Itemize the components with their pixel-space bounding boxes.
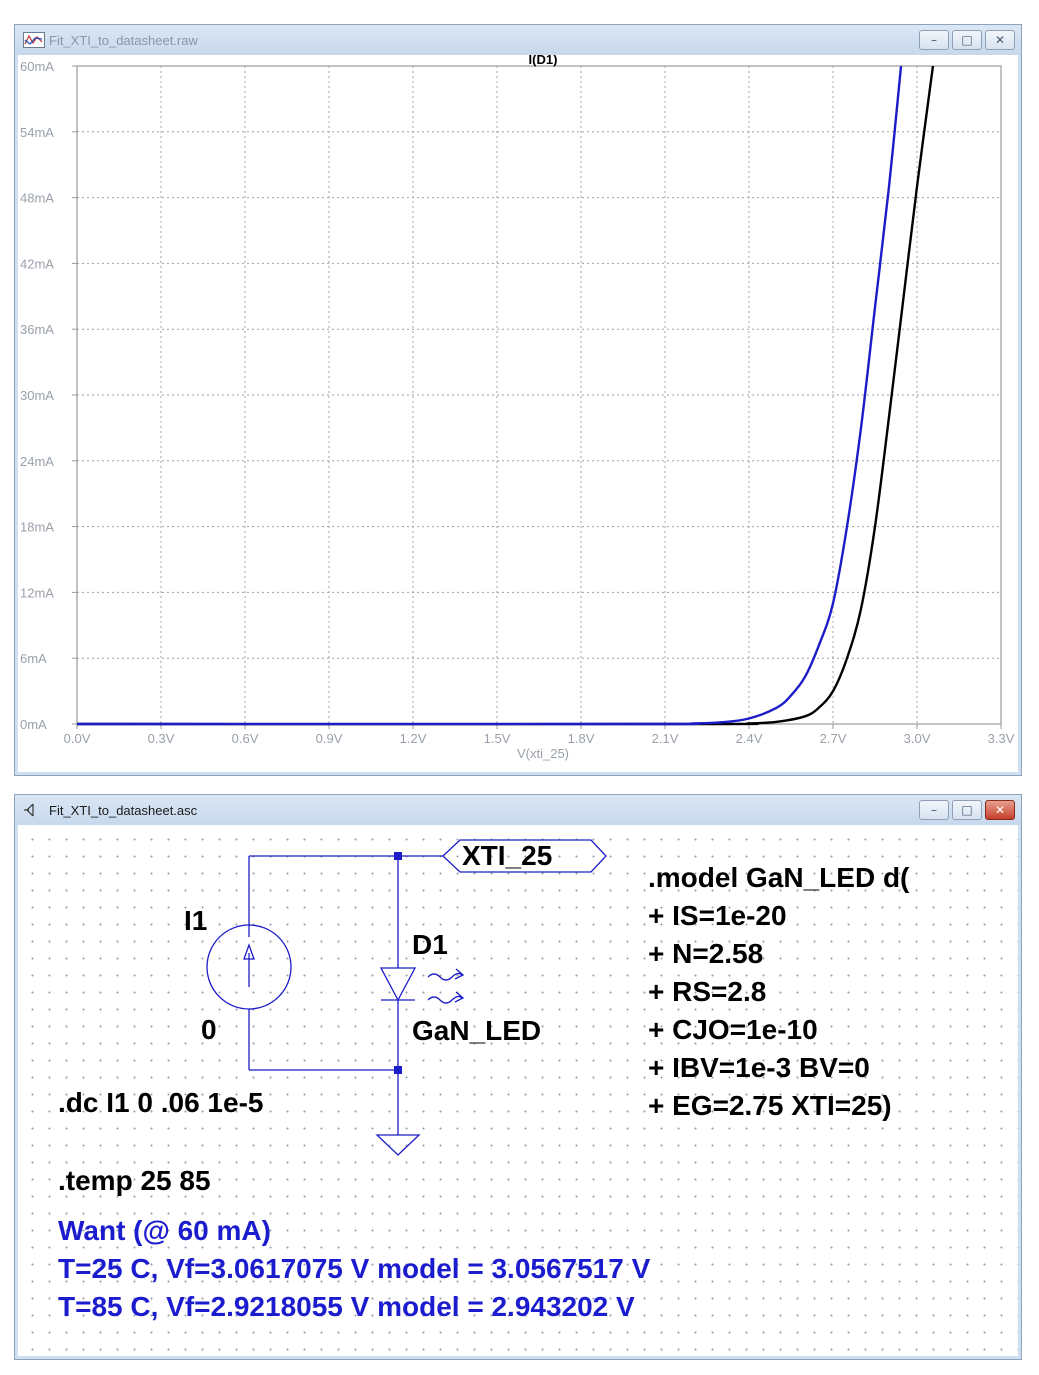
temp-directive[interactable]: .temp 25 85 xyxy=(58,1165,211,1196)
dc-directive[interactable]: .dc I1 0 .06 1e-5 xyxy=(58,1087,264,1118)
x-tick-label: 2.7V xyxy=(820,731,847,746)
net-label-flag xyxy=(442,839,607,873)
maximize-button[interactable]: □ xyxy=(952,800,982,820)
led-arrow-1 xyxy=(427,972,463,981)
schematic-titlebar[interactable]: Fit_XTI_to_datasheet.asc – □ ✕ xyxy=(15,795,1021,825)
want-line: Want (@ 60 mA) xyxy=(58,1215,271,1246)
x-tick-label: 3.0V xyxy=(904,731,931,746)
source-value[interactable]: 0 xyxy=(201,1014,217,1045)
waveform-icon xyxy=(23,32,45,48)
model-line: + IBV=1e-3 BV=0 xyxy=(648,1052,870,1083)
minimize-icon: – xyxy=(931,803,937,817)
schematic-window: Fit_XTI_to_datasheet.asc – □ ✕ xyxy=(14,794,1022,1360)
x-tick-label: 1.5V xyxy=(484,731,511,746)
led-arrow-2 xyxy=(427,995,463,1004)
schematic-canvas[interactable]: XTI_25 I1 0 D1 GaN_LED .dc I1 0 .06 1e-5… xyxy=(18,825,1018,1356)
y-tick-label: 24mA xyxy=(20,454,54,469)
model-line: + CJO=1e-10 xyxy=(648,1014,818,1045)
x-tick-label: 0.0V xyxy=(64,731,91,746)
model-line: .model GaN_LED d( xyxy=(648,862,910,893)
chart-title[interactable]: I(D1) xyxy=(529,55,558,67)
y-tick-label: 6mA xyxy=(20,651,47,666)
diode-symbol xyxy=(379,967,417,1002)
current-arrow-head xyxy=(243,943,255,960)
x-axis-label[interactable]: V(xti_25) xyxy=(517,746,569,761)
maximize-button[interactable]: □ xyxy=(952,30,982,50)
schematic-window-title: Fit_XTI_to_datasheet.asc xyxy=(49,803,198,818)
x-tick-label: 0.6V xyxy=(232,731,259,746)
minimize-button[interactable]: – xyxy=(919,30,949,50)
x-tick-label: 0.3V xyxy=(148,731,175,746)
schematic-drawing[interactable] xyxy=(18,825,1018,1356)
x-tick-label: 2.4V xyxy=(736,731,763,746)
plot-window: Fit_XTI_to_datasheet.raw – □ ✕ 0.0V 0.3V 0… xyxy=(14,24,1022,776)
junction-bottom xyxy=(394,1066,402,1074)
model-line: + EG=2.75 XTI=25) xyxy=(648,1090,892,1121)
close-button[interactable]: ✕ xyxy=(985,800,1015,820)
minimize-button[interactable]: – xyxy=(919,800,949,820)
plot-window-title: Fit_XTI_to_datasheet.raw xyxy=(49,33,198,48)
model-line: + RS=2.8 xyxy=(648,976,767,1007)
close-button[interactable]: ✕ xyxy=(985,30,1015,50)
ground-symbol xyxy=(375,1134,421,1156)
series-line xyxy=(76,65,903,726)
y-tick-label: 48mA xyxy=(20,191,54,206)
maximize-icon: □ xyxy=(961,33,973,47)
y-tick-label: 12mA xyxy=(20,585,54,600)
close-icon: ✕ xyxy=(994,33,1006,47)
net-label-text[interactable]: XTI_25 xyxy=(462,840,553,871)
close-icon: ✕ xyxy=(994,803,1006,817)
maximize-icon: □ xyxy=(961,803,973,817)
x-tick-label: 2.1V xyxy=(652,731,679,746)
want-line: T=25 C, Vf=3.0617075 V model = 3.0567517… xyxy=(58,1253,651,1284)
diode-model[interactable]: GaN_LED xyxy=(412,1015,542,1046)
series-line xyxy=(76,65,935,726)
y-tick-label: 54mA xyxy=(20,125,54,140)
want-line: T=85 C, Vf=2.9218055 V model = 2.943202 … xyxy=(58,1291,635,1322)
x-tick-label: 3.3V xyxy=(988,731,1015,746)
minimize-icon: – xyxy=(931,33,937,47)
x-tick-label: 1.2V xyxy=(400,731,427,746)
diode-name[interactable]: D1 xyxy=(412,929,448,960)
plot-titlebar[interactable]: Fit_XTI_to_datasheet.raw – □ ✕ xyxy=(15,25,1021,55)
model-line: + IS=1e-20 xyxy=(648,900,787,931)
source-name[interactable]: I1 xyxy=(184,905,208,936)
model-line: + N=2.58 xyxy=(648,938,764,969)
iv-chart[interactable]: 0.0V 0.3V 0.6V 0.9V 1.2V 1.5V 1.8V 2.1V 2.4V 2.7V… xyxy=(18,55,1018,772)
y-tick-label: 42mA xyxy=(20,256,54,271)
y-tick-label: 30mA xyxy=(20,388,54,403)
junction-top xyxy=(394,852,402,860)
y-tick-label: 0mA xyxy=(20,717,47,732)
plot-area[interactable]: 0.0V 0.3V 0.6V 0.9V 1.2V 1.5V 1.8V 2.1V 2.4V 2.7V… xyxy=(18,55,1018,772)
schematic-icon xyxy=(24,803,34,817)
y-tick-label: 18mA xyxy=(20,520,54,535)
y-tick-label: 36mA xyxy=(20,322,54,337)
x-tick-label: 1.8V xyxy=(568,731,595,746)
x-tick-label: 0.9V xyxy=(316,731,343,746)
y-tick-label: 60mA xyxy=(20,59,54,74)
